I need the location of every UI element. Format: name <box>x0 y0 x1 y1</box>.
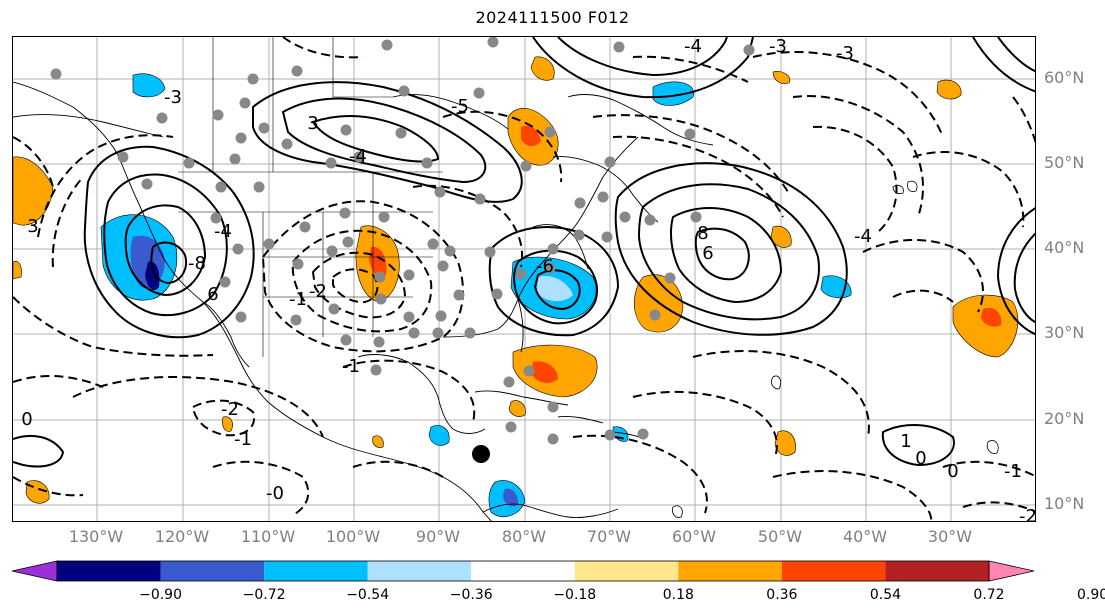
lat-label: 10°N <box>1044 494 1085 513</box>
colorbar-tick-label: −0.90 <box>139 587 182 603</box>
map-title: 2024111500 F012 <box>475 8 630 27</box>
colorbar-svg <box>11 560 1035 582</box>
colorbar-outline <box>56 560 990 582</box>
contour-label: -2 <box>309 281 327 302</box>
contour-label: -2 <box>221 399 239 420</box>
contour-label: -3 <box>836 43 854 64</box>
colorbar-segment <box>781 561 886 581</box>
shaded-fields <box>13 56 1019 518</box>
colorbar-tick-label: −0.36 <box>449 587 493 603</box>
contour-label: -1 <box>234 429 252 450</box>
contour-label: 0 <box>915 448 926 469</box>
contour-label: -3 <box>164 87 182 108</box>
colorbar-tick-label: 0.54 <box>869 587 902 603</box>
lon-label: 70°W <box>586 527 632 546</box>
contour-label: 3 <box>27 216 38 237</box>
contour-label: -1 <box>342 356 360 377</box>
contour-label: 6 <box>702 243 713 264</box>
colorbar-segment <box>574 561 679 581</box>
colorbar-tick-label: 0.90 <box>1076 587 1105 603</box>
colorbar-segment <box>57 561 161 581</box>
colorbar-extend-low <box>11 560 58 582</box>
contour-label: -4 <box>349 146 367 167</box>
colorbar-tick-label: 0.18 <box>662 587 694 603</box>
lat-label: 40°N <box>1044 238 1085 257</box>
contour-label: 1 <box>900 431 911 452</box>
lat-label: 20°N <box>1044 409 1085 428</box>
colorbar-tick-label: −0.18 <box>553 587 597 603</box>
lon-label: 30°W <box>927 527 973 546</box>
colorbar <box>10 560 1040 586</box>
dashed-contours <box>13 37 1035 521</box>
contour-label: -2 <box>1019 506 1036 522</box>
contour-label: 6 <box>207 284 218 305</box>
colorbar-tick-label: −0.72 <box>242 587 286 603</box>
map-canvas: -3 -4 -5 -4 3 -8 8 -6 6 -4 -2 -1 0 -1 -2… <box>13 37 1036 522</box>
contour-label: -4 <box>854 226 872 247</box>
station-dots <box>50 37 755 445</box>
colorbar-segment <box>264 561 368 581</box>
lat-label: 50°N <box>1044 153 1085 172</box>
contour-label: -4 <box>684 37 702 57</box>
lat-label: 30°N <box>1044 323 1085 342</box>
colorbar-segment <box>471 561 575 581</box>
contour-label: 0 <box>947 461 958 482</box>
colorbar-segment <box>885 561 989 581</box>
minor-outlines <box>672 180 999 518</box>
coastlines <box>13 81 714 521</box>
contour-label: -4 <box>214 221 232 242</box>
colorbar-segment <box>678 561 782 581</box>
contour-label: 8 <box>697 223 708 244</box>
colorbar-segment <box>160 561 265 581</box>
contour-label: 0 <box>21 409 32 430</box>
contour-label: -1 <box>1004 461 1022 482</box>
contour-labels: -3 -4 -5 -4 3 -8 8 -6 6 -4 -2 -1 0 -1 -2… <box>21 37 1036 522</box>
lon-label: 60°W <box>671 527 717 546</box>
contour-label: -6 <box>536 256 554 277</box>
solid-contours <box>13 37 1035 468</box>
contour-label: -5 <box>451 96 469 117</box>
lon-label: 50°W <box>757 527 803 546</box>
lon-label: 120°W <box>154 527 210 546</box>
lon-label: 40°W <box>842 527 888 546</box>
colorbar-segment <box>367 561 472 581</box>
lon-label: 100°W <box>325 527 381 546</box>
contour-label: 3 <box>307 113 318 134</box>
lon-label: 80°W <box>501 527 547 546</box>
contour-label: -3 <box>769 37 787 57</box>
lon-label: 90°W <box>415 527 461 546</box>
colorbar-tick-label: 0.72 <box>973 587 1005 603</box>
colorbar-tick-label: −0.54 <box>346 587 390 603</box>
lon-label: 110°W <box>240 527 296 546</box>
location-marker <box>472 445 490 463</box>
lat-label: 60°N <box>1044 68 1085 87</box>
colorbar-extend-high <box>988 560 1035 582</box>
lon-label: 130°W <box>68 527 124 546</box>
borders <box>178 37 443 357</box>
weather-map: -3 -4 -5 -4 3 -8 8 -6 6 -4 -2 -1 0 -1 -2… <box>12 36 1036 522</box>
contour-label: -1 <box>289 289 307 310</box>
contour-label: -0 <box>266 483 284 504</box>
colorbar-tick-label: 0.36 <box>766 587 798 603</box>
contour-label: -8 <box>188 253 206 274</box>
